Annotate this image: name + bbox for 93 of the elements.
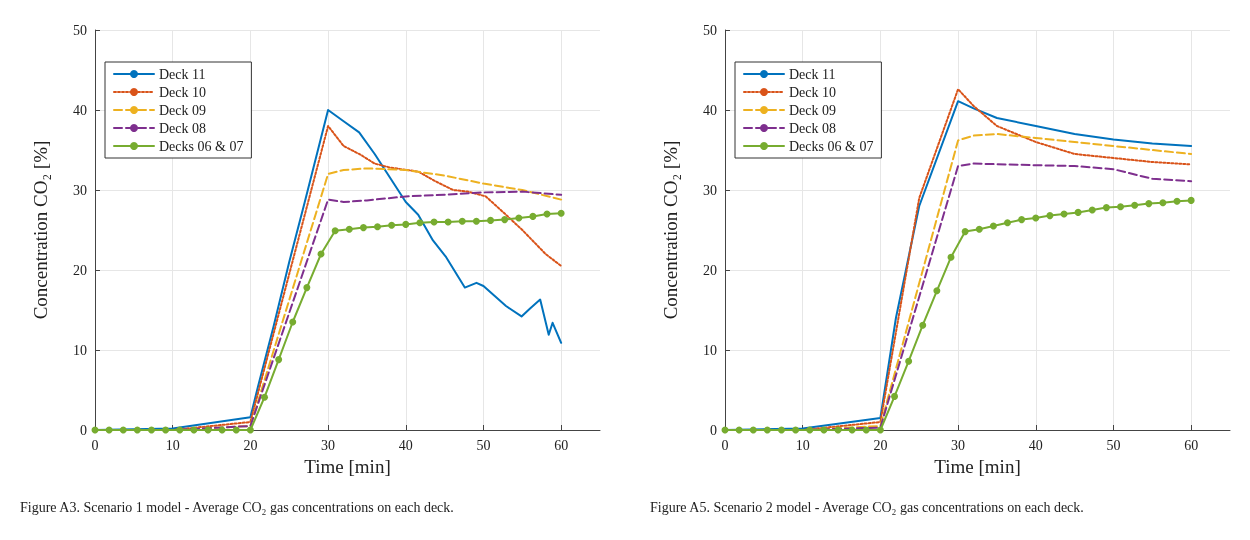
legend-label: Deck 09 (159, 102, 207, 118)
point (261, 393, 269, 401)
legend-label: Decks 06 & 07 (159, 138, 244, 154)
point (289, 318, 297, 326)
point (557, 209, 565, 217)
y-tick-label: 50 (73, 22, 87, 38)
point (1159, 199, 1167, 207)
point (133, 426, 141, 434)
point (472, 217, 480, 225)
y-tick-label: 10 (703, 342, 717, 358)
legend-label: Deck 11 (789, 66, 836, 82)
x-axis-title: Time [min] (934, 455, 1021, 477)
point (792, 426, 800, 434)
y-tick-label: 0 (710, 422, 717, 438)
point (147, 426, 155, 434)
caption: Figure A5. Scenario 2 model - Average CO₂ gas concentrations on each deck. (650, 499, 1084, 515)
point (1074, 208, 1082, 216)
y-tick-label: 50 (703, 22, 717, 38)
point (933, 287, 941, 295)
point (1131, 201, 1139, 209)
point (1187, 196, 1195, 204)
point (331, 227, 339, 235)
point (891, 392, 899, 400)
y-axis-title: Concentration CO₂ [%] (30, 140, 51, 320)
point (119, 426, 127, 434)
point (487, 216, 495, 224)
point (416, 219, 424, 227)
y-tick-label: 20 (703, 262, 717, 278)
point (232, 426, 240, 434)
point (961, 228, 969, 236)
point (246, 426, 254, 434)
point (749, 426, 757, 434)
x-tick-label: 40 (398, 437, 413, 453)
x-tick-label: 40 (1028, 437, 1043, 453)
point (162, 426, 170, 434)
point (777, 426, 785, 434)
point (806, 426, 814, 434)
point (402, 220, 410, 228)
point (1102, 204, 1110, 212)
point (1004, 219, 1011, 227)
x-tick-label: 60 (554, 437, 569, 453)
y-tick-label: 20 (73, 262, 87, 278)
point (388, 221, 396, 229)
point (176, 426, 184, 434)
legend-label: Deck 10 (159, 84, 207, 100)
x-tick-label: 50 (476, 437, 491, 453)
y-tick-label: 30 (703, 182, 717, 198)
point (458, 217, 466, 225)
point (515, 214, 523, 222)
point (763, 426, 771, 434)
x-axis-title: Time [min] (304, 455, 391, 477)
y-tick-label: 30 (73, 182, 87, 198)
point (303, 284, 311, 292)
legend-label: Deck 10 (789, 84, 837, 100)
point (1117, 203, 1125, 211)
y-tick-label: 40 (73, 102, 87, 118)
point (1145, 200, 1153, 208)
point (1046, 212, 1054, 220)
x-tick-label: 10 (165, 437, 180, 453)
x-tick-label: 60 (1184, 437, 1199, 453)
x-tick-label: 20 (873, 437, 888, 453)
x-tick-label: 10 (795, 437, 810, 453)
legend-label: Decks 06 & 07 (789, 138, 874, 154)
point (1032, 214, 1040, 222)
point (501, 216, 509, 224)
caption: Figure A3. Scenario 1 model - Average CO₂ gas concentrations on each deck. (20, 499, 454, 515)
legend-label: Deck 11 (159, 66, 206, 82)
x-tick-label: 50 (1106, 437, 1121, 453)
legend-label: Deck 08 (789, 120, 837, 136)
point (975, 225, 983, 233)
point (862, 426, 870, 434)
legend-label: Deck 09 (789, 102, 837, 118)
y-tick-label: 40 (703, 102, 717, 118)
x-tick-label: 20 (243, 437, 258, 453)
point (345, 225, 353, 233)
point (275, 356, 283, 364)
y-tick-label: 10 (73, 342, 87, 358)
x-tick-label: 0 (91, 437, 99, 453)
point (989, 222, 997, 230)
legend-label: Deck 08 (159, 120, 207, 136)
point (876, 426, 884, 434)
x-tick-label: 30 (321, 437, 336, 453)
y-axis-title: Concentration CO₂ [%] (660, 140, 681, 320)
point (905, 357, 913, 365)
point (359, 224, 367, 232)
y-tick-label: 0 (80, 422, 87, 438)
point (529, 212, 537, 220)
x-tick-label: 30 (951, 437, 966, 453)
point (1018, 216, 1026, 224)
point (919, 321, 927, 329)
x-tick-label: 0 (721, 437, 729, 453)
point (1088, 206, 1096, 214)
point (374, 223, 381, 231)
